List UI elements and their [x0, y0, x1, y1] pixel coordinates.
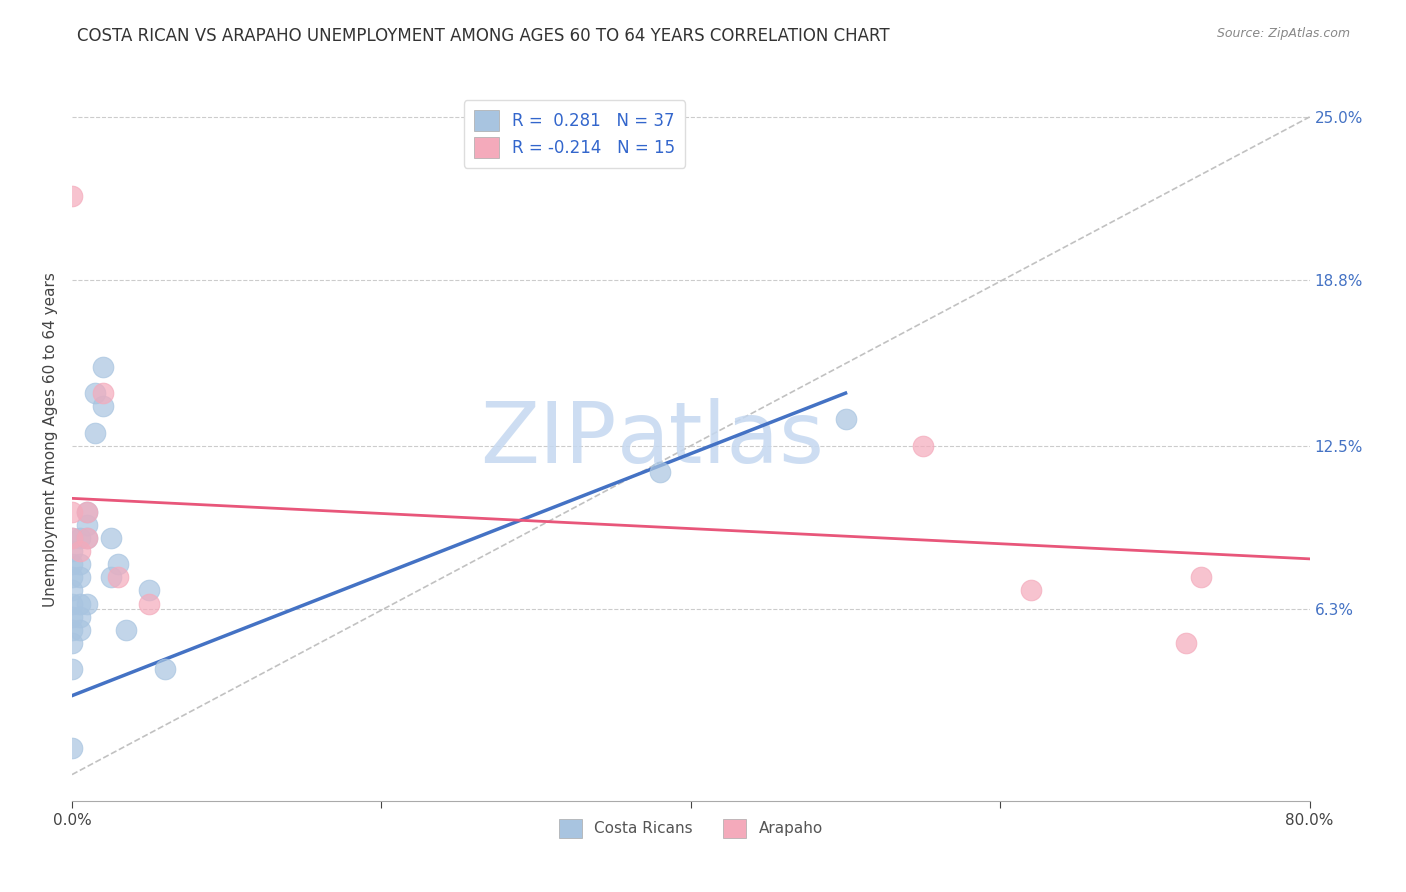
Point [69, 544, 91, 558]
Point [76, 531, 98, 545]
Point [60, 597, 83, 611]
Point [69, 597, 91, 611]
Point [91, 386, 114, 401]
Legend: Costa Ricans, Arapaho: Costa Ricans, Arapaho [553, 813, 828, 844]
Point [60, 189, 83, 203]
Point [60, 609, 83, 624]
Point [69, 570, 91, 584]
Point [60, 741, 83, 756]
Point [1189, 570, 1212, 584]
Y-axis label: Unemployment Among Ages 60 to 64 years: Unemployment Among Ages 60 to 64 years [44, 272, 58, 607]
Point [1019, 583, 1042, 598]
Point [60, 544, 83, 558]
Point [100, 570, 122, 584]
Point [60, 636, 83, 650]
Point [100, 531, 122, 545]
Point [60, 662, 83, 676]
Point [76, 504, 98, 518]
Point [84, 425, 107, 440]
Point [60, 504, 83, 518]
Point [91, 399, 114, 413]
Point [107, 570, 129, 584]
Point [60, 531, 83, 545]
Point [138, 597, 160, 611]
Point [834, 412, 856, 426]
Point [84, 386, 107, 401]
Point [648, 465, 671, 479]
Point [911, 439, 934, 453]
Point [76, 504, 98, 518]
Text: ZIP: ZIP [479, 398, 617, 481]
Point [107, 557, 129, 571]
Point [69, 623, 91, 637]
Point [69, 557, 91, 571]
Point [60, 583, 83, 598]
Point [76, 597, 98, 611]
Point [60, 531, 83, 545]
Point [76, 531, 98, 545]
Text: COSTA RICAN VS ARAPAHO UNEMPLOYMENT AMONG AGES 60 TO 64 YEARS CORRELATION CHART: COSTA RICAN VS ARAPAHO UNEMPLOYMENT AMON… [77, 27, 890, 45]
Point [60, 570, 83, 584]
Point [91, 359, 114, 374]
Point [1174, 636, 1197, 650]
Point [69, 609, 91, 624]
Text: atlas: atlas [617, 398, 824, 481]
Point [69, 531, 91, 545]
Point [76, 517, 98, 532]
Point [138, 583, 160, 598]
Point [60, 557, 83, 571]
Point [153, 662, 176, 676]
Point [115, 623, 138, 637]
Text: Source: ZipAtlas.com: Source: ZipAtlas.com [1216, 27, 1350, 40]
Point [60, 623, 83, 637]
